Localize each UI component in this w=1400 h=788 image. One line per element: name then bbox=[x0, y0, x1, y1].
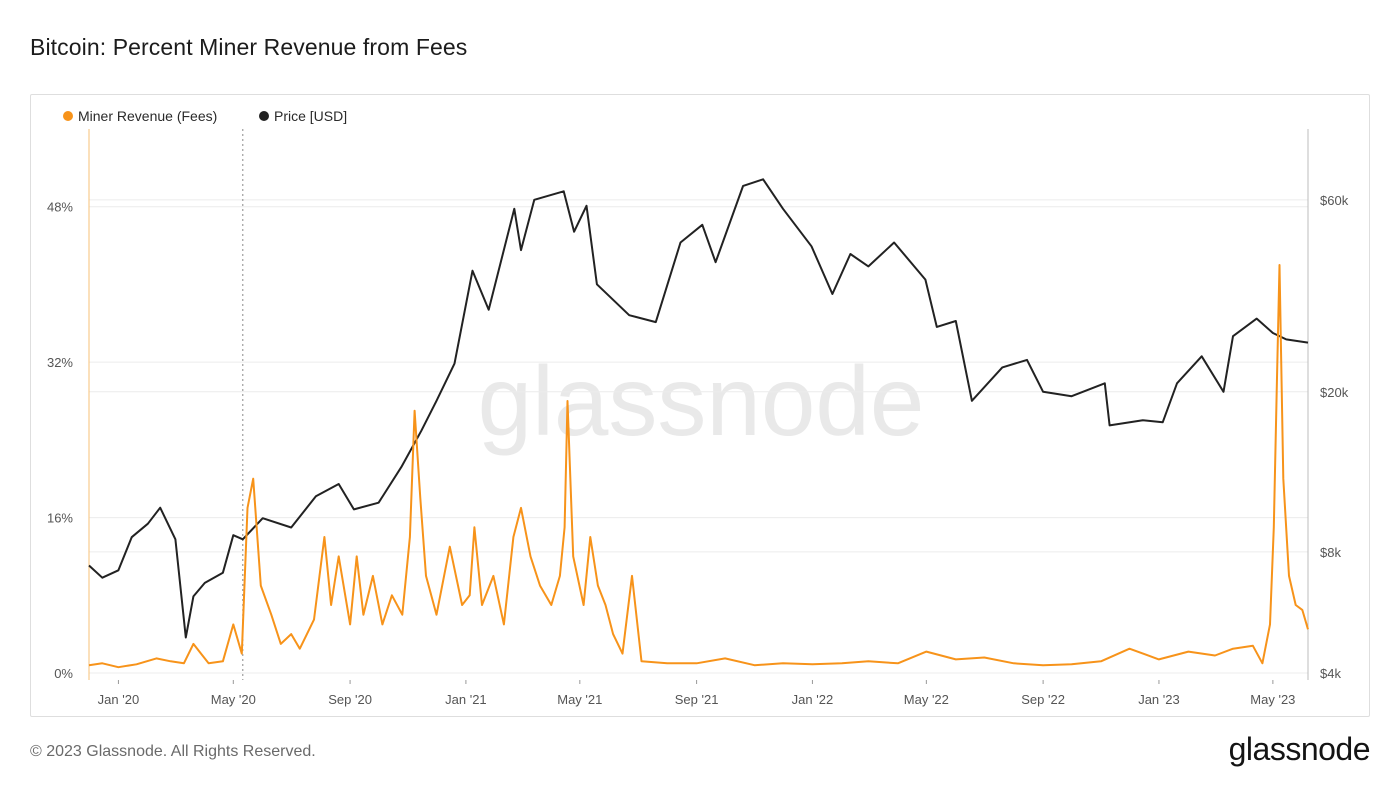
x-tick-label: Jan '23 bbox=[1138, 692, 1180, 707]
x-tick-label: May '22 bbox=[904, 692, 949, 707]
x-tick-label: Sep '22 bbox=[1021, 692, 1065, 707]
y-right-tick-label: $20k bbox=[1320, 385, 1349, 400]
legend: Miner Revenue (Fees) Price [USD] bbox=[63, 108, 347, 124]
footer-copyright: © 2023 Glassnode. All Rights Reserved. bbox=[30, 743, 316, 760]
legend-dot-fees bbox=[63, 111, 73, 121]
x-tick-label: Jan '20 bbox=[98, 692, 140, 707]
y-left-tick-label: 0% bbox=[54, 666, 73, 681]
x-tick-label: Jan '21 bbox=[445, 692, 487, 707]
axis-layer: 0% 16% 32% 48% $4k $8k $20k $60k Jan '20 May '20 S… bbox=[47, 193, 1349, 707]
watermark: glassnode bbox=[478, 346, 925, 456]
brand-logo[interactable]: glassnode bbox=[1228, 731, 1371, 767]
y-left-tick-label: 48% bbox=[47, 200, 73, 215]
x-tick-label: May '20 bbox=[211, 692, 256, 707]
legend-dot-price bbox=[259, 111, 269, 121]
y-right-tick-label: $8k bbox=[1320, 545, 1341, 560]
fees-series-line[interactable] bbox=[88, 264, 1309, 669]
y-right-tick-label: $60k bbox=[1320, 193, 1349, 208]
legend-label-fees: Miner Revenue (Fees) bbox=[78, 108, 217, 124]
x-tick-label: Sep '21 bbox=[675, 692, 719, 707]
chart-svg: glassnode 0% 16% 32% 48% $4k $8k $20k $60k Jan '… bbox=[47, 108, 1349, 707]
x-tick-label: May '23 bbox=[1250, 692, 1295, 707]
page-title: Bitcoin: Percent Miner Revenue from Fees bbox=[30, 34, 468, 60]
price-series-line[interactable] bbox=[88, 178, 1309, 639]
y-left-tick-label: 16% bbox=[47, 511, 73, 526]
x-tick-label: Sep '20 bbox=[328, 692, 372, 707]
legend-item-fees[interactable]: Miner Revenue (Fees) bbox=[63, 108, 217, 124]
x-tick-label: Jan '22 bbox=[792, 692, 834, 707]
x-tick-label: May '21 bbox=[557, 692, 602, 707]
legend-label-price: Price [USD] bbox=[274, 108, 347, 124]
legend-item-price[interactable]: Price [USD] bbox=[259, 108, 347, 124]
chart-frame: glassnode 0% 16% 32% 48% $4k $8k $20k $60k Jan '… bbox=[30, 94, 1370, 717]
y-left-tick-label: 32% bbox=[47, 355, 73, 370]
y-right-tick-label: $4k bbox=[1320, 666, 1341, 681]
